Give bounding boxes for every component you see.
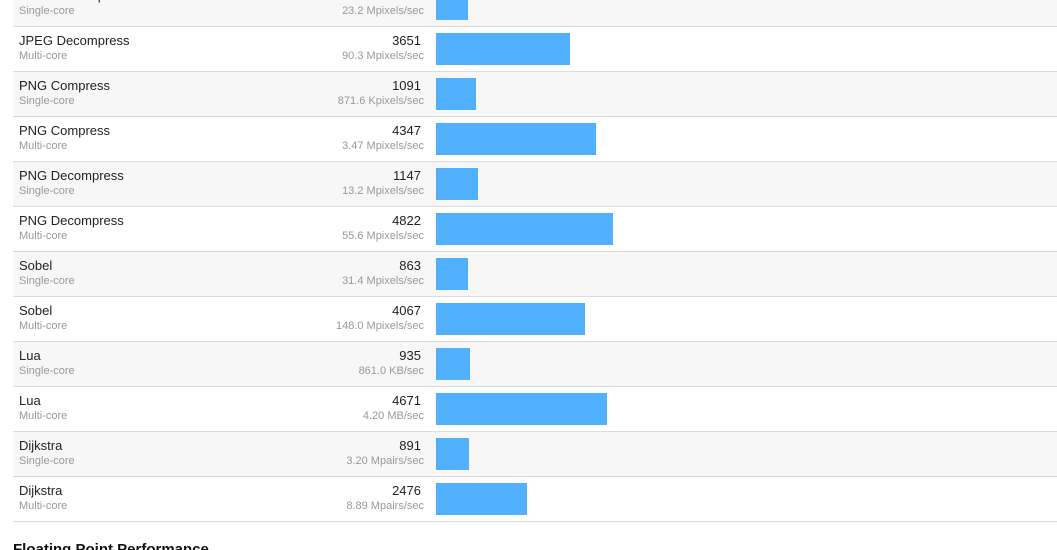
benchmark-rate: 3.47 Mpixels/sec (342, 140, 424, 152)
benchmark-name: Dijkstra (19, 483, 63, 498)
core-type: Single-core (19, 365, 75, 377)
core-type: Multi-core (19, 230, 68, 242)
benchmark-name: Lua (19, 348, 41, 363)
benchmark-rate: 4.20 MB/sec (362, 410, 424, 422)
benchmark-rate: 90.3 Mpixels/sec (342, 50, 424, 62)
score-bar (436, 393, 607, 425)
score-bar (436, 168, 478, 200)
benchmark-score: 863 (399, 258, 421, 273)
benchmark-score: 935 (399, 348, 421, 363)
benchmark-rate: 148.0 Mpixels/sec (335, 320, 424, 332)
core-type: Multi-core (19, 320, 68, 332)
benchmark-score: 2476 (392, 483, 421, 498)
integer-performance-table: JPEG Decompress Single-core 862 23.2 Mpixel… (13, 0, 1057, 522)
benchmark-name: PNG Decompress (19, 168, 124, 183)
table-row: Dijkstra Multi-core 2476 8.89 Mpairs/sec (13, 477, 1057, 522)
core-type: Multi-core (19, 140, 68, 152)
score-bar (436, 123, 596, 155)
table-row: JPEG Decompress Multi-core 3651 90.3 Mpixel… (13, 27, 1057, 72)
benchmark-name: Lua (19, 393, 41, 408)
core-type: Single-core (19, 185, 75, 197)
core-type: Single-core (19, 455, 75, 467)
benchmark-rate: 23.2 Mpixels/sec (342, 5, 424, 17)
benchmark-name: Dijkstra (19, 438, 63, 453)
benchmark-rate: 31.4 Mpixels/sec (342, 275, 424, 287)
score-bar (436, 483, 527, 515)
score-bar (436, 78, 476, 110)
benchmark-score: 4347 (392, 123, 421, 138)
score-bar (436, 438, 469, 470)
benchmark-name: PNG Compress (19, 78, 111, 93)
table-row: Sobel Single-core 863 31.4 Mpixels/sec (13, 252, 1057, 297)
benchmark-score: 4671 (392, 393, 421, 408)
score-bar (436, 33, 570, 65)
table-row: JPEG Decompress Single-core 862 23.2 Mpixel… (13, 0, 1057, 27)
benchmark-rate: 871.6 Kpixels/sec (337, 95, 424, 107)
benchmark-score: 4822 (392, 213, 421, 228)
benchmark-rate: 3.20 Mpairs/sec (346, 455, 424, 467)
table-row: Sobel Multi-core 4067 148.0 Mpixels/sec (13, 297, 1057, 342)
benchmark-rate: 55.6 Mpixels/sec (342, 230, 424, 242)
benchmark-score: 3651 (392, 33, 421, 48)
benchmark-rate: 13.2 Mpixels/sec (342, 185, 424, 197)
table-row: Lua Single-core 935 861.0 KB/sec (13, 342, 1057, 387)
table-row: PNG Compress Multi-core 4347 3.47 Mpixels/s… (13, 117, 1057, 162)
benchmark-rate: 861.0 KB/sec (358, 365, 424, 377)
score-bar (436, 348, 470, 380)
score-bar (436, 258, 468, 290)
benchmark-name: JPEG Decompress (19, 0, 130, 3)
core-type: Single-core (19, 95, 75, 107)
table-row: PNG Decompress Single-core 1147 13.2 Mpixel… (13, 162, 1057, 207)
core-type: Multi-core (19, 50, 68, 62)
core-type: Single-core (19, 275, 75, 287)
benchmark-score: 862 (399, 0, 421, 3)
benchmark-name: JPEG Decompress (19, 33, 130, 48)
section-title-floating-point: Floating Point Performance (13, 541, 209, 550)
table-row: PNG Decompress Multi-core 4822 55.6 Mpixels… (13, 207, 1057, 252)
benchmark-score: 1091 (392, 78, 421, 93)
benchmark-score: 891 (399, 438, 421, 453)
score-bar (436, 303, 585, 335)
benchmark-name: Sobel (19, 303, 53, 318)
score-bar (436, 213, 613, 245)
score-bar (436, 0, 468, 20)
benchmark-name: PNG Compress (19, 123, 111, 138)
core-type: Single-core (19, 5, 75, 17)
core-type: Multi-core (19, 500, 68, 512)
table-row: Lua Multi-core 4671 4.20 MB/sec (13, 387, 1057, 432)
benchmark-score: 1147 (393, 168, 421, 183)
benchmark-score: 4067 (392, 303, 421, 318)
benchmark-name: Sobel (19, 258, 53, 273)
benchmark-name: PNG Decompress (19, 213, 124, 228)
benchmark-rate: 8.89 Mpairs/sec (346, 500, 424, 512)
table-row: Dijkstra Single-core 891 3.20 Mpairs/sec (13, 432, 1057, 477)
table-row: PNG Compress Single-core 1091 871.6 Kpixels… (13, 72, 1057, 117)
core-type: Multi-core (19, 410, 68, 422)
